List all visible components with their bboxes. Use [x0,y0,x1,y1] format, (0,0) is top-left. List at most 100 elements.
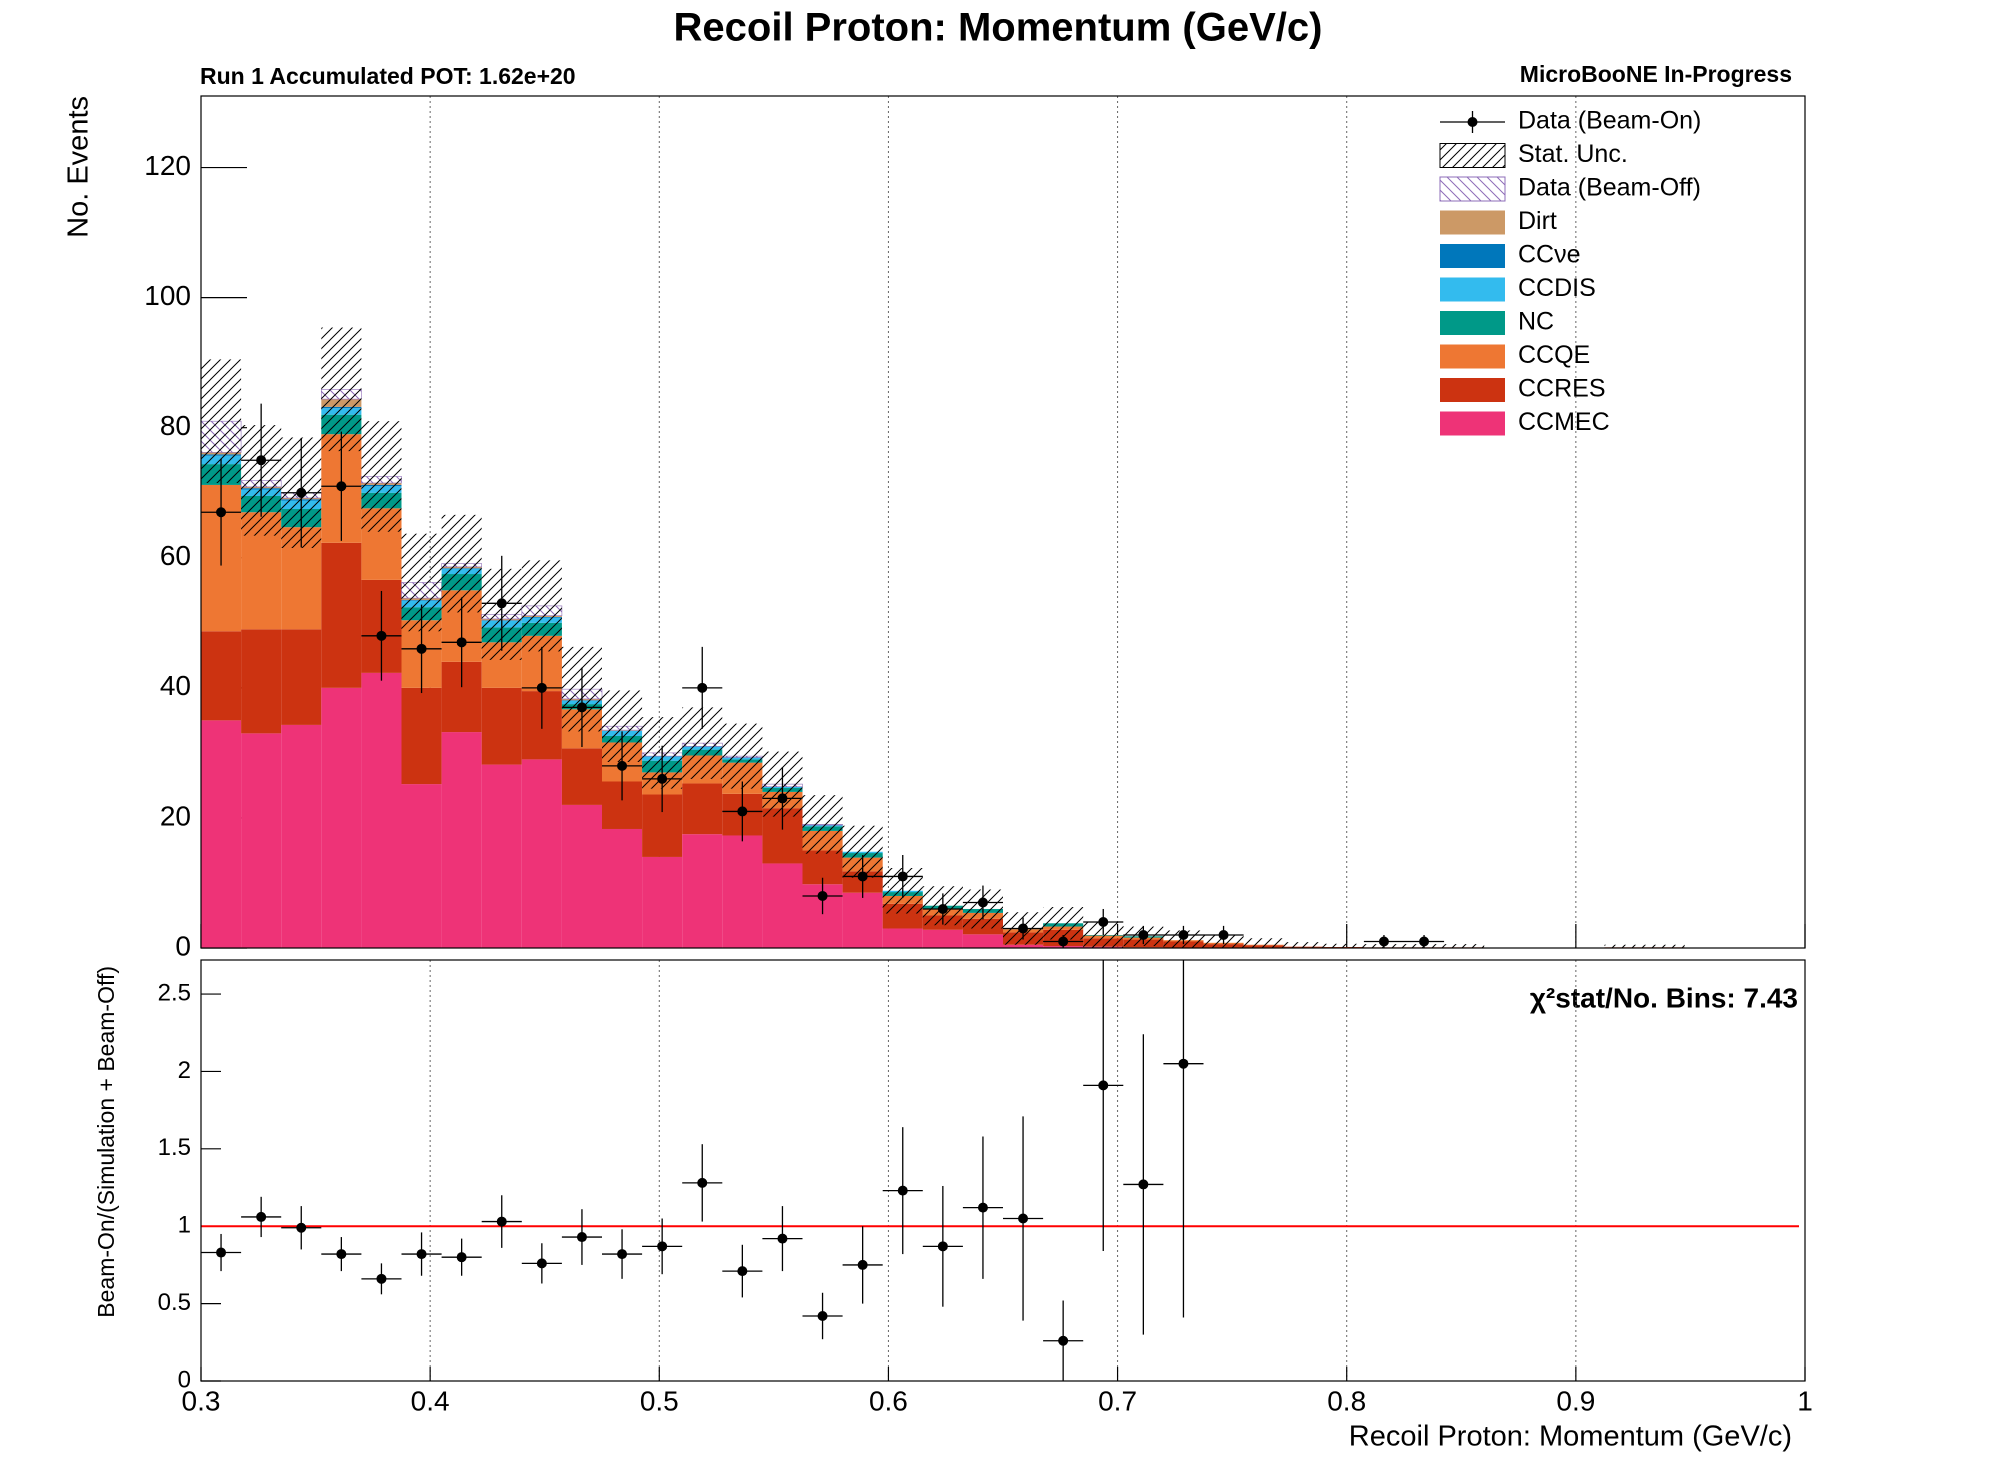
data-point [576,1232,587,1243]
data-point [256,455,267,466]
stat-unc-band [1043,907,1084,940]
data-point [1138,1179,1149,1190]
stack-segment [682,783,723,835]
stack-segment [401,687,442,785]
data-point [977,897,988,908]
x-tick-label: 0.8 [1327,1385,1366,1416]
stack-segment [642,856,683,948]
data-point [376,630,387,641]
data-point [737,1266,748,1277]
data-point [1419,936,1430,947]
stack-segment [281,724,322,948]
stack-segment [962,934,1003,948]
data-point [657,1241,668,1252]
stack-segment [561,748,602,805]
data-point [376,1273,387,1284]
stat-unc-band [321,327,362,452]
legend-swatch [1440,277,1505,302]
stack-segment [441,732,482,948]
plot-area [201,327,1685,948]
legend-swatch [1440,210,1505,235]
data-point [777,793,788,804]
legend-label: Stat. Unc. [1518,140,1628,168]
x-axis-title: Recoil Proton: Momentum (GeV/c) [1349,1421,1792,1453]
data-point [296,1222,307,1233]
stack-segment [682,834,723,948]
stack-segment [321,542,362,688]
legend-label: CCRES [1518,375,1606,403]
subtitle: Run 1 Accumulated POT: 1.62e+20 [200,63,576,89]
data-point [456,637,467,648]
y-tick-label: 0 [178,1366,191,1393]
x-tick-label: 0.5 [640,1385,679,1416]
data-point [1098,1080,1109,1091]
data-point [256,1211,267,1222]
y-tick-label: 0.5 [158,1289,191,1316]
data-point [1058,936,1069,947]
x-tick-label: 0.3 [182,1385,221,1416]
data-point [576,702,587,713]
ratio-y-axis-title: Beam-On/(Simulation + Beam-Off) [93,966,119,1318]
data-point [536,1258,547,1269]
y-tick-label: 2.5 [158,979,191,1006]
data-point [1218,929,1229,940]
data-point [937,1241,948,1252]
stat-unc-band [1323,943,1364,948]
data-point [416,1249,427,1260]
stack-segment [281,629,322,725]
y-tick-label: 60 [160,540,191,571]
frame [200,959,1806,1382]
stat-unc-band [722,723,763,789]
stack-segment [842,892,883,948]
stack-segment [321,687,362,948]
data-point [857,1259,868,1270]
legend-swatch [1440,311,1505,335]
y-axis-title: No. Events [63,96,95,238]
data-point [897,871,908,882]
data-point [336,1249,347,1260]
stack-segment [762,863,803,948]
data-point [777,1233,788,1244]
data-point [336,481,347,492]
stack-segment [241,629,282,734]
legend-swatch [1440,244,1505,268]
legend-label: CCνe [1518,241,1581,269]
legend-swatch [1440,411,1505,436]
y-tick-label: 20 [160,800,191,831]
stat-unc-band [1444,944,1485,948]
chi2-annotation: χ²stat/No. Bins: 7.43 [1530,982,1798,1013]
data-point [456,1252,467,1263]
stat-unc-band [1283,942,1324,948]
stack-segment [201,631,242,721]
stack-segment [521,759,562,948]
data-point [1138,929,1149,940]
x-tick-label: 0.9 [1556,1385,1595,1416]
data-point [937,903,948,914]
legend-label: CCDIS [1518,274,1596,302]
data-point [1098,916,1109,927]
data-point [897,1185,908,1196]
stat-unc-band [1604,944,1645,948]
stat-unc-band [441,514,482,613]
stack-segment [481,687,522,765]
data-point [496,1216,507,1227]
data-point [416,643,427,654]
data-point [617,760,628,771]
y-tick-label: 1 [178,1212,191,1239]
stat-unc-band [1243,938,1284,948]
legend-label: CCMEC [1518,408,1610,436]
data-point [697,1177,708,1188]
x-tick-label: 0.4 [411,1385,450,1416]
data-point [216,507,227,518]
legend-label: CCQE [1518,341,1590,369]
stat-unc-band [1644,944,1685,948]
plot-area [201,960,1799,1381]
data-point [496,598,507,609]
legend-marker [1467,117,1478,127]
x-tick-label: 1 [1797,1385,1813,1416]
legend-label: Data (Beam-On) [1518,107,1701,135]
stack-segment [602,828,643,948]
legend-swatch [1440,344,1505,369]
data-point [1178,929,1189,940]
